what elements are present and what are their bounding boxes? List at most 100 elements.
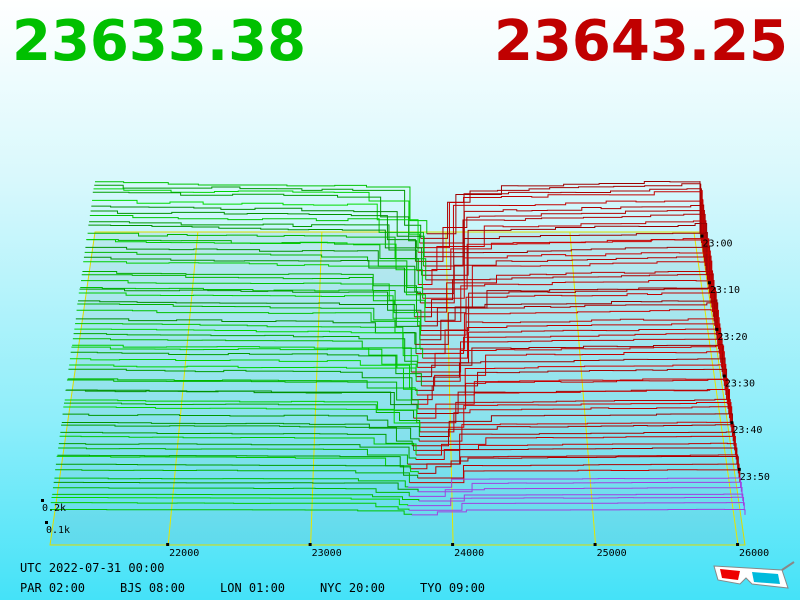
ask-depth-line bbox=[424, 279, 715, 322]
bid-depth-line bbox=[78, 292, 422, 336]
bid-depth-line bbox=[74, 328, 419, 363]
ask-depth-line bbox=[417, 287, 716, 327]
time-tick-label: 23:40 bbox=[732, 425, 762, 436]
floor-outline bbox=[49, 231, 746, 546]
bid-depth-line bbox=[51, 496, 409, 506]
bid-depth-line bbox=[94, 184, 422, 239]
ask-depth-line bbox=[407, 496, 745, 507]
ask-depth-line bbox=[414, 302, 719, 345]
time-tick-dot bbox=[715, 327, 719, 331]
price-tick-dot bbox=[308, 543, 312, 546]
ask-depth-line bbox=[413, 388, 731, 419]
bid-depth-line bbox=[78, 300, 421, 340]
ask-depth-line bbox=[420, 255, 712, 304]
ask-depth-line bbox=[410, 454, 739, 470]
price-tick-label: 24000 bbox=[454, 548, 484, 559]
ask-depth-line bbox=[418, 481, 742, 493]
ask-depth-line bbox=[416, 345, 725, 382]
bid-depth-line bbox=[59, 435, 417, 455]
ask-depth-line bbox=[422, 238, 710, 290]
price-tick-dot bbox=[451, 543, 455, 546]
bid-depth-line bbox=[64, 402, 421, 428]
ask-depth-line bbox=[417, 246, 711, 295]
ask-depth-line bbox=[418, 493, 744, 502]
bid-depth-line bbox=[91, 205, 425, 257]
ask-depth-line bbox=[415, 442, 737, 461]
volume-tick-dot bbox=[41, 499, 44, 502]
bid-depth-line bbox=[71, 346, 417, 382]
time-tick-label: 23:00 bbox=[702, 239, 732, 250]
ask-depth-line bbox=[422, 323, 721, 359]
time-zones: PAR 02:00 BJS 08:00 LON 01:00 NYC 20:00 TYO … bbox=[20, 581, 485, 595]
ask-depth-line bbox=[408, 502, 745, 511]
bid-depth-line bbox=[69, 358, 416, 391]
bid-depth-line bbox=[70, 351, 422, 386]
bid-depth-line bbox=[58, 447, 408, 465]
price-grid-line bbox=[310, 231, 323, 546]
ask-depth-line bbox=[420, 183, 702, 239]
bid-depth-line bbox=[88, 224, 423, 276]
ask-depth-line bbox=[418, 198, 704, 253]
bid-depth-line bbox=[72, 338, 412, 373]
ask-depth-line bbox=[419, 402, 732, 428]
bid-depth-line bbox=[52, 493, 420, 502]
ask-depth-line bbox=[411, 368, 728, 401]
utc-time: UTC 2022-07-31 00:00 bbox=[20, 561, 165, 575]
bid-depth-line bbox=[80, 280, 426, 322]
ask-depth-line bbox=[426, 180, 701, 235]
ask-depth-line bbox=[425, 232, 708, 281]
bid-depth-line bbox=[64, 399, 418, 423]
price-grid-line bbox=[167, 231, 199, 546]
volume-tick-dot bbox=[45, 521, 48, 524]
ask-depth-line bbox=[418, 455, 739, 474]
volume-tick-label: 0.1k bbox=[46, 525, 70, 536]
bid-depth-line bbox=[54, 477, 409, 488]
ask-depth-line bbox=[415, 357, 726, 391]
ask-depth-line bbox=[416, 270, 714, 313]
ask-depth-line bbox=[420, 291, 717, 336]
price-tick-label: 26000 bbox=[739, 548, 769, 559]
zone-time: PAR 02:00 bbox=[20, 581, 85, 595]
bid-depth-line bbox=[86, 239, 423, 290]
bid-depth-line bbox=[92, 191, 418, 248]
bid-depth-line bbox=[61, 424, 413, 446]
bid-depth-line bbox=[55, 463, 419, 478]
ask-depth-line bbox=[419, 421, 734, 442]
ask-depth-line bbox=[422, 250, 711, 299]
bid-depth-line bbox=[67, 378, 412, 405]
time-tick-dot bbox=[737, 467, 741, 471]
price-tick-label: 22000 bbox=[169, 548, 199, 559]
bid-depth-line bbox=[55, 469, 410, 483]
time-tick-dot bbox=[722, 374, 726, 378]
bid-depth-line bbox=[69, 364, 418, 396]
ask-depth-line bbox=[411, 337, 723, 373]
bid-depth-line bbox=[73, 333, 418, 368]
ask-depth-line bbox=[415, 209, 705, 262]
price-tick-dot bbox=[736, 543, 740, 546]
ask-depth-line bbox=[417, 463, 740, 479]
bid-depth-line bbox=[92, 199, 419, 253]
ask-depth-line bbox=[407, 477, 742, 488]
time-tick-dot bbox=[730, 421, 734, 425]
bid-depth-line bbox=[87, 232, 427, 280]
ask-depth-line bbox=[417, 363, 727, 396]
bid-depth-line bbox=[58, 443, 417, 460]
time-tick-label: 23:30 bbox=[725, 379, 755, 390]
ask-depth-line bbox=[418, 378, 729, 410]
price-tick-dot bbox=[166, 543, 170, 546]
axis-labels: 22000 23000 24000 25000 26000 23:00 23:10 23:20… bbox=[41, 234, 770, 559]
time-tick-label: 23:10 bbox=[710, 285, 740, 296]
bid-depth-line bbox=[53, 481, 419, 492]
bid-depth-line bbox=[66, 379, 419, 409]
3d-glasses-icon bbox=[713, 561, 795, 589]
ask-price: 23643.25 bbox=[494, 9, 788, 74]
ask-depth-line bbox=[420, 287, 716, 332]
bid-depth-line bbox=[83, 256, 421, 303]
bid-depth-line bbox=[60, 431, 415, 451]
price-tick-label: 25000 bbox=[597, 548, 627, 559]
bid-depth-line bbox=[72, 344, 417, 377]
ask-depth-line bbox=[421, 222, 708, 276]
bid-price: 23633.38 bbox=[12, 9, 306, 74]
